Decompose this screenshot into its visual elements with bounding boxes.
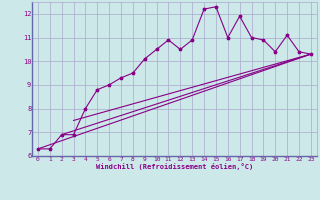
X-axis label: Windchill (Refroidissement éolien,°C): Windchill (Refroidissement éolien,°C) <box>96 163 253 170</box>
